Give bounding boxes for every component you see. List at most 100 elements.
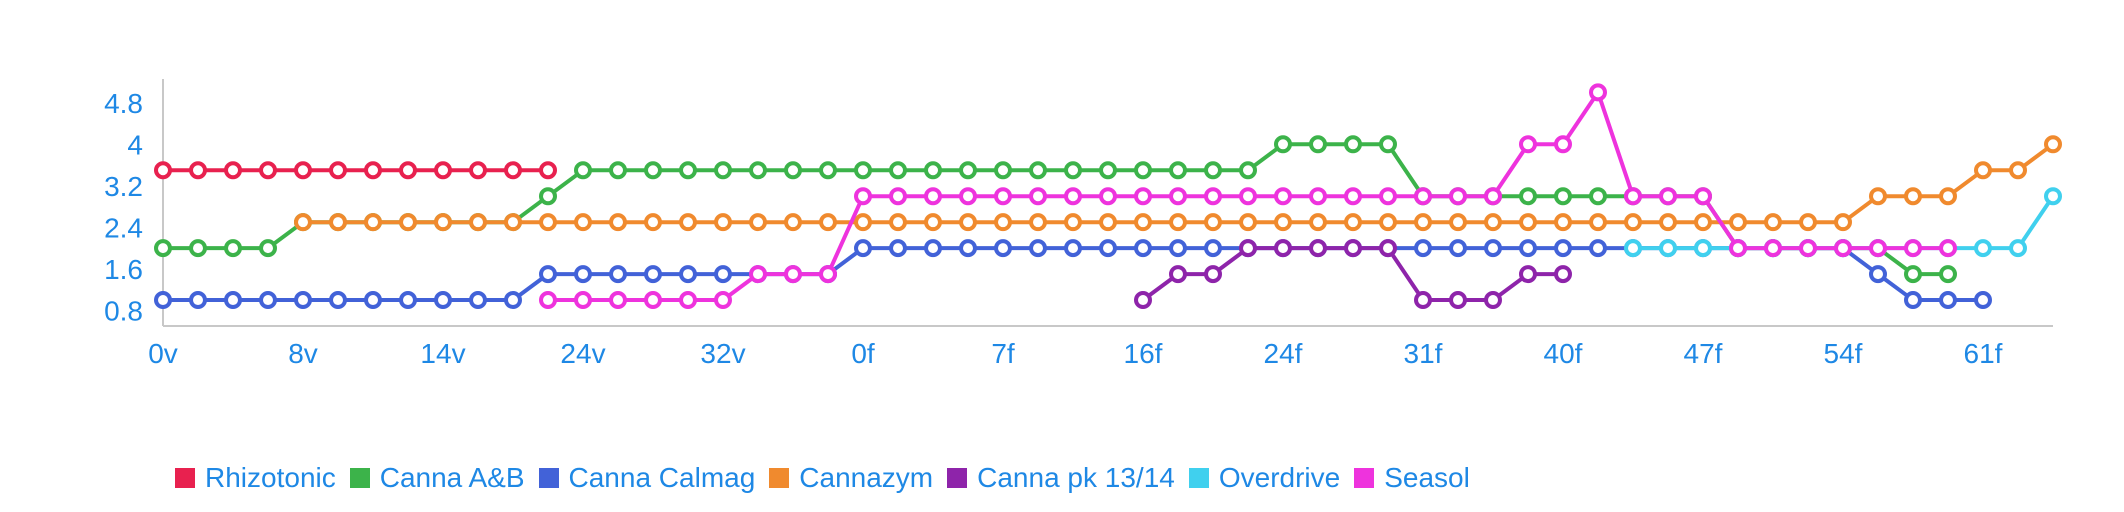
data-point[interactable] [1659, 239, 1677, 258]
data-point[interactable] [1449, 291, 1467, 310]
data-point[interactable] [574, 213, 592, 232]
data-point[interactable] [644, 265, 662, 284]
data-point[interactable] [259, 291, 277, 310]
data-point[interactable] [1239, 187, 1257, 206]
data-point[interactable] [1414, 187, 1432, 206]
data-point[interactable] [1134, 239, 1152, 258]
data-point[interactable] [1029, 213, 1047, 232]
data-point[interactable] [714, 265, 732, 284]
data-point[interactable] [959, 161, 977, 180]
data-point[interactable] [609, 213, 627, 232]
data-point[interactable] [1344, 135, 1362, 154]
data-point[interactable] [1484, 213, 1502, 232]
data-point[interactable] [1204, 239, 1222, 258]
data-point[interactable] [1764, 239, 1782, 258]
legend-item[interactable]: Cannazym [769, 462, 933, 494]
data-point[interactable] [1309, 213, 1327, 232]
data-point[interactable] [1379, 187, 1397, 206]
data-point[interactable] [1274, 135, 1292, 154]
data-point[interactable] [154, 161, 172, 180]
data-point[interactable] [644, 213, 662, 232]
data-point[interactable] [1169, 187, 1187, 206]
data-point[interactable] [574, 265, 592, 284]
data-point[interactable] [1274, 187, 1292, 206]
data-point[interactable] [1239, 213, 1257, 232]
data-point[interactable] [2044, 187, 2062, 206]
data-point[interactable] [1589, 239, 1607, 258]
data-point[interactable] [539, 161, 557, 180]
data-point[interactable] [189, 161, 207, 180]
data-point[interactable] [889, 187, 907, 206]
data-point[interactable] [2009, 161, 2027, 180]
data-point[interactable] [1064, 213, 1082, 232]
data-point[interactable] [259, 239, 277, 258]
data-point[interactable] [1694, 213, 1712, 232]
data-point[interactable] [749, 213, 767, 232]
data-point[interactable] [1869, 239, 1887, 258]
data-point[interactable] [1869, 187, 1887, 206]
data-point[interactable] [889, 213, 907, 232]
data-point[interactable] [1904, 187, 1922, 206]
data-point[interactable] [539, 213, 557, 232]
data-point[interactable] [1169, 239, 1187, 258]
data-point[interactable] [1344, 187, 1362, 206]
data-point[interactable] [1169, 265, 1187, 284]
data-point[interactable] [1904, 291, 1922, 310]
data-point[interactable] [749, 161, 767, 180]
data-point[interactable] [539, 187, 557, 206]
data-point[interactable] [1589, 213, 1607, 232]
data-point[interactable] [924, 187, 942, 206]
data-point[interactable] [1029, 239, 1047, 258]
data-point[interactable] [539, 291, 557, 310]
data-point[interactable] [889, 239, 907, 258]
data-point[interactable] [1449, 213, 1467, 232]
data-point[interactable] [994, 161, 1012, 180]
data-point[interactable] [924, 213, 942, 232]
data-point[interactable] [1974, 161, 1992, 180]
data-point[interactable] [1309, 187, 1327, 206]
data-point[interactable] [1554, 187, 1572, 206]
data-point[interactable] [504, 213, 522, 232]
data-point[interactable] [994, 213, 1012, 232]
data-point[interactable] [1344, 213, 1362, 232]
data-point[interactable] [1134, 291, 1152, 310]
data-point[interactable] [294, 161, 312, 180]
data-point[interactable] [924, 239, 942, 258]
data-point[interactable] [1904, 239, 1922, 258]
data-point[interactable] [1834, 213, 1852, 232]
data-point[interactable] [1659, 213, 1677, 232]
data-point[interactable] [679, 161, 697, 180]
data-point[interactable] [1274, 239, 1292, 258]
data-point[interactable] [679, 265, 697, 284]
data-point[interactable] [1099, 161, 1117, 180]
data-point[interactable] [259, 161, 277, 180]
data-point[interactable] [1449, 239, 1467, 258]
data-point[interactable] [994, 187, 1012, 206]
data-point[interactable] [2009, 239, 2027, 258]
data-point[interactable] [1134, 213, 1152, 232]
data-point[interactable] [1239, 239, 1257, 258]
data-point[interactable] [1134, 161, 1152, 180]
data-point[interactable] [819, 161, 837, 180]
data-point[interactable] [224, 239, 242, 258]
data-point[interactable] [609, 291, 627, 310]
data-point[interactable] [469, 161, 487, 180]
data-point[interactable] [644, 291, 662, 310]
data-point[interactable] [1519, 187, 1537, 206]
data-point[interactable] [819, 213, 837, 232]
data-point[interactable] [959, 213, 977, 232]
data-point[interactable] [1694, 187, 1712, 206]
data-point[interactable] [1274, 213, 1292, 232]
data-point[interactable] [1589, 187, 1607, 206]
data-point[interactable] [1029, 187, 1047, 206]
data-point[interactable] [644, 161, 662, 180]
data-point[interactable] [784, 161, 802, 180]
data-point[interactable] [434, 161, 452, 180]
data-point[interactable] [469, 213, 487, 232]
legend-item[interactable]: Seasol [1354, 462, 1470, 494]
data-point[interactable] [364, 161, 382, 180]
data-point[interactable] [1554, 135, 1572, 154]
data-point[interactable] [1309, 135, 1327, 154]
legend-item[interactable]: Rhizotonic [175, 462, 336, 494]
data-point[interactable] [1554, 239, 1572, 258]
